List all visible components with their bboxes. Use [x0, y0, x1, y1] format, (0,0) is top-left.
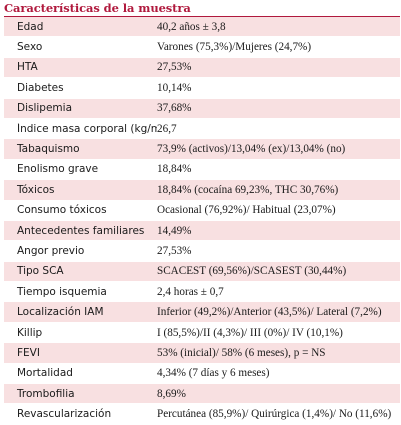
row-value: 10,14% [157, 81, 192, 94]
row-label: FEVI [17, 346, 40, 359]
row-label: Enolismo grave [17, 163, 99, 176]
row-value: I (85,5%)/II (4,3%)/ III (0%)/ IV (10,1%… [157, 326, 343, 339]
row-label: Dislipemia [17, 102, 73, 115]
table-row: Trombofilia 8,69% [4, 384, 400, 405]
table-row: Mortalidad 4,34% (7 días y 6 meses) [4, 363, 400, 385]
row-value: 73,9% (activos)/13,04% (ex)/13,04% (no) [157, 143, 346, 156]
row-value: Inferior (49,2%)/Anterior (43,5%)/ Later… [157, 306, 382, 319]
table-row: Killip I (85,5%)/II (4,3%)/ III (0%)/ IV … [4, 322, 400, 344]
row-value: 27,53% [157, 244, 192, 257]
row-value: Ocasional (76,92%)/ Habitual (23,07%) [157, 204, 336, 217]
table-row: Antecedentes familiares 14,49% [4, 220, 400, 242]
row-label: Antecedentes familiares [17, 224, 145, 237]
row-label: Tóxicos [17, 183, 55, 196]
row-value: 26,7 [157, 122, 177, 135]
table-row: Enolismo grave 18,84% [4, 159, 400, 181]
row-label: Diabetes [17, 81, 64, 94]
table-row: Dislipemia 37,68% [4, 98, 400, 119]
table-row: FEVI 53% (inicial)/ 58% (6 meses), p = NS [4, 343, 400, 364]
characteristics-table: Edad 40,2 años ± 3,8 Sexo Varones (75,3%)/M… [4, 16, 400, 425]
row-label: Mortalidad [17, 367, 73, 380]
table-row: Diabetes 10,14% [4, 78, 400, 99]
row-label: Killip [17, 326, 43, 339]
row-label: Revascularización [17, 408, 112, 421]
row-value: 53% (inicial)/ 58% (6 meses), p = NS [157, 346, 326, 359]
row-label: Edad [17, 20, 44, 33]
table-row: Localización IAM Inferior (49,2%)/Anterio… [4, 302, 400, 323]
table-row: Tóxicos 18,84% (cocaína 69,23%, THC 30,76… [4, 180, 400, 201]
table-row: Tipo SCA SCACEST (69,56%)/SCASEST (30,44%… [4, 261, 400, 283]
row-value: 8,69% [157, 387, 186, 400]
row-label: Sexo [17, 41, 43, 54]
table-row: Revascularización Percutánea (85,9%)/ Qui… [4, 404, 400, 425]
row-label: Angor previo [17, 244, 85, 257]
row-value: 27,53% [157, 61, 192, 74]
row-value: 40,2 años ± 3,8 [157, 20, 226, 33]
row-label: Índice masa corporal (kg/m²) [17, 122, 157, 135]
row-label: Tiempo isquemia [17, 285, 107, 298]
row-label: Tipo SCA [17, 265, 64, 278]
table-row: Tiempo isquemia 2,4 horas ± 0,7 [4, 282, 400, 303]
table-row: Índice masa corporal (kg/m²) 26,7 [4, 118, 400, 140]
row-value: 18,84% (cocaína 69,23%, THC 30,76%) [157, 183, 339, 196]
row-value: 14,49% [157, 224, 192, 237]
table-row: Consumo tóxicos Ocasional (76,92%)/ Habit… [4, 200, 400, 221]
row-label: HTA [17, 61, 38, 74]
table-row: Tabaquismo 73,9% (activos)/13,04% (ex)/13… [4, 139, 400, 160]
table-row: HTA 27,53% [4, 57, 400, 79]
row-value: 37,68% [157, 102, 192, 115]
table-row: Angor previo 27,53% [4, 241, 400, 262]
table-row: Edad 40,2 años ± 3,8 [4, 17, 400, 38]
row-value: Percutánea (85,9%)/ Quirúrgica (1,4%)/ N… [157, 408, 392, 421]
row-value: Varones (75,3%)/Mujeres (24,7%) [157, 41, 312, 54]
row-value: 2,4 horas ± 0,7 [157, 285, 224, 298]
table-title: Características de la muestra [4, 1, 191, 15]
row-value: 4,34% (7 días y 6 meses) [157, 367, 270, 380]
row-label: Trombofilia [17, 387, 75, 400]
row-label: Tabaquismo [17, 143, 80, 156]
table-row: Sexo Varones (75,3%)/Mujeres (24,7%) [4, 37, 400, 58]
row-value: SCACEST (69,56%)/SCASEST (30,44%) [157, 265, 347, 278]
row-label: Consumo tóxicos [17, 204, 107, 217]
row-label: Localización IAM [17, 306, 104, 319]
row-value: 18,84% [157, 163, 192, 176]
